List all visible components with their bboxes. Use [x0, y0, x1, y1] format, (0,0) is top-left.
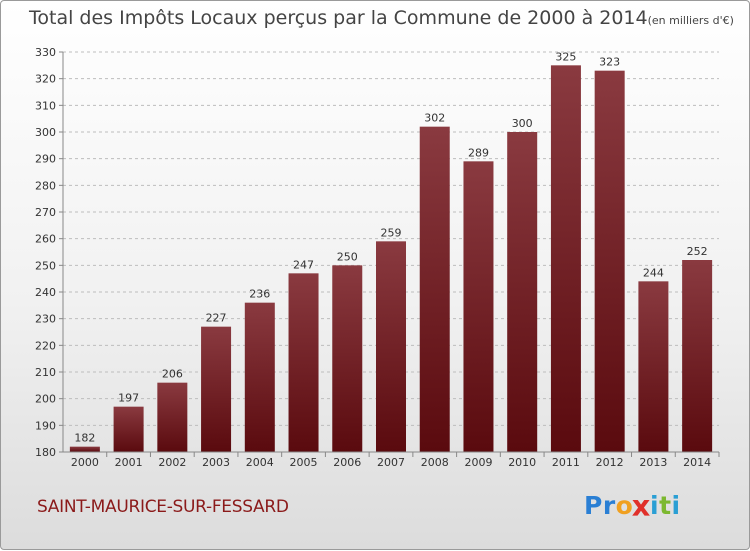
data-labels: 182 197 206 227 236 247 250 259 302 289 300 325 323 2… — [74, 50, 707, 444]
bar-2001 — [113, 406, 144, 452]
title-main: Total des Impôts Locaux perçus par la Co… — [29, 7, 648, 29]
y-tick-label: 270 — [35, 206, 56, 219]
y-tick-label: 300 — [35, 126, 56, 139]
x-tick-label: 2013 — [639, 456, 667, 469]
y-tick-label: 280 — [35, 179, 56, 192]
y-tick-label: 260 — [35, 233, 56, 246]
bars — [69, 65, 713, 453]
bar-2014 — [682, 260, 713, 452]
x-tick-label: 2005 — [290, 456, 318, 469]
x-axis: 2000 2001 2002 2003 2004 2005 2006 2007 2008 2009… — [63, 451, 720, 469]
y-tick-label: 330 — [35, 46, 56, 59]
y-tick-label: 210 — [35, 366, 56, 379]
data-label-2005: 247 — [293, 258, 314, 271]
data-label-2008: 302 — [424, 112, 445, 125]
y-tick-label: 220 — [35, 339, 56, 352]
x-tick-label: 2007 — [377, 456, 405, 469]
bar-2009 — [463, 161, 494, 453]
bar-2010 — [507, 132, 538, 452]
logo-letter: P — [584, 491, 603, 520]
logo-letter: i — [650, 491, 660, 520]
data-label-2011: 325 — [555, 50, 576, 63]
y-tick-label: 310 — [35, 99, 56, 112]
x-tick-label: 2001 — [115, 456, 143, 469]
data-label-2003: 227 — [206, 312, 227, 325]
data-label-2012: 323 — [599, 56, 620, 69]
y-tick-label: 200 — [35, 393, 56, 406]
x-tick-label: 2009 — [464, 456, 492, 469]
y-tick-label: 180 — [35, 446, 56, 459]
bar-2005 — [288, 273, 319, 452]
logo-letter: i — [671, 491, 681, 520]
bar-2002 — [157, 382, 188, 452]
bar-2011 — [550, 65, 581, 452]
data-label-2006: 250 — [337, 250, 358, 263]
data-label-2007: 259 — [381, 226, 402, 239]
y-tick-label: 230 — [35, 313, 56, 326]
data-label-2010: 300 — [512, 117, 533, 130]
x-tick-label: 2006 — [333, 456, 361, 469]
y-tick-label: 250 — [35, 259, 56, 272]
x-tick-label: 2010 — [508, 456, 536, 469]
x-tick-label: 2004 — [246, 456, 274, 469]
bar-2003 — [201, 326, 232, 452]
x-tick-label: 2003 — [202, 456, 230, 469]
bar-2007 — [376, 241, 406, 452]
data-label-2000: 182 — [74, 432, 95, 445]
x-tick-label: 2014 — [683, 456, 711, 469]
logo-letter: o — [615, 491, 634, 520]
data-label-2002: 206 — [162, 368, 183, 381]
data-label-2004: 236 — [249, 288, 270, 301]
bar-2013 — [638, 281, 669, 452]
data-label-2009: 289 — [468, 146, 489, 159]
title-unit: (en milliers d'€) — [647, 14, 734, 27]
x-tick-label: 2008 — [421, 456, 449, 469]
data-label-2001: 197 — [118, 392, 139, 405]
y-tick-label: 320 — [35, 73, 56, 86]
data-label-2014: 252 — [687, 245, 708, 258]
x-tick-label: 2012 — [596, 456, 624, 469]
y-tick-label: 190 — [35, 419, 56, 432]
logo-letter: x — [632, 488, 652, 523]
y-tick-label: 240 — [35, 286, 56, 299]
y-axis: 180 190 200 210 220 230 240 250 260 270 280 290 300 3… — [35, 46, 64, 459]
data-label-2013: 244 — [643, 266, 664, 279]
commune-name: SAINT-MAURICE-SUR-FESSARD — [37, 497, 289, 517]
bar-2006 — [332, 265, 363, 452]
bar-2004 — [244, 302, 275, 452]
proxiti-logo: Proxiti — [584, 488, 681, 523]
logo-letter: t — [659, 491, 672, 520]
x-tick-label: 2000 — [71, 456, 99, 469]
bar-2012 — [594, 70, 625, 453]
x-tick-label: 2011 — [552, 456, 580, 469]
bar-2000 — [69, 446, 100, 452]
bar-2008 — [419, 126, 450, 453]
logo-letter: r — [602, 491, 616, 520]
chart-title: Total des Impôts Locaux perçus par la Co… — [29, 7, 734, 29]
y-tick-label: 290 — [35, 153, 56, 166]
x-tick-label: 2002 — [158, 456, 186, 469]
